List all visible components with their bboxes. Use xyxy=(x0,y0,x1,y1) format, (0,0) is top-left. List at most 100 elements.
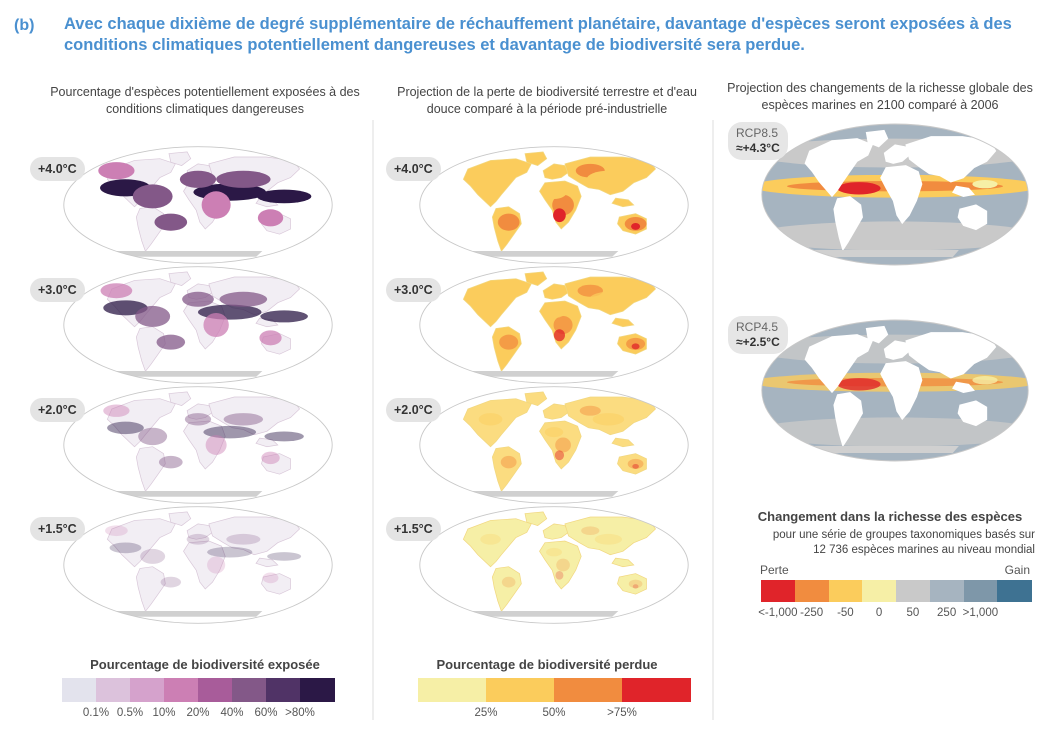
map-outline xyxy=(419,146,689,264)
impact-hotspot xyxy=(554,450,565,461)
continent-shape xyxy=(564,396,657,436)
impact-hotspot xyxy=(226,533,261,545)
ocean-change-band xyxy=(972,376,998,385)
map-outline xyxy=(63,146,333,264)
warming-badge-left-4: +4.0°C xyxy=(30,157,85,181)
impact-hotspot xyxy=(138,427,168,446)
impact-hotspot xyxy=(544,427,564,438)
impact-hotspot xyxy=(631,223,641,230)
continent-shape xyxy=(542,283,569,300)
legend-tick-label: -50 xyxy=(837,607,854,619)
legend-tick-label: 50 xyxy=(906,607,920,619)
legend-tick-label: 60% xyxy=(254,707,278,719)
continent-shape xyxy=(957,204,988,231)
continent-shape xyxy=(462,518,532,568)
exposure-map-0 xyxy=(63,146,333,264)
continent-shape xyxy=(168,271,192,286)
continent-shape xyxy=(865,129,889,148)
continent-shape xyxy=(952,185,975,197)
impact-hotspot xyxy=(259,330,282,346)
impact-hotspot xyxy=(158,455,183,469)
impact-hotspot xyxy=(267,552,302,561)
continent-shape xyxy=(611,557,635,568)
continent-shape xyxy=(208,396,301,436)
marine-legend-subtitle: pour une série de groupes taxonomiques b… xyxy=(772,529,1035,556)
marine-legend-swatch xyxy=(828,580,863,602)
loss-legend-swatch xyxy=(418,678,487,702)
exposure-legend-swatch xyxy=(198,678,233,702)
continent-shape xyxy=(261,573,291,595)
continent-shape xyxy=(883,144,910,164)
column-divider-left xyxy=(372,120,374,720)
legend-tick-label: 10% xyxy=(152,707,176,719)
marine-map-rcp85 xyxy=(761,123,1029,266)
continent-shape xyxy=(255,557,279,568)
impact-hotspot xyxy=(589,291,628,307)
map-outline xyxy=(63,386,333,504)
impact-hotspot xyxy=(480,533,501,545)
continent-shape xyxy=(255,437,279,448)
ocean-change-band xyxy=(837,182,881,195)
legend-tick-label: >1,000 xyxy=(962,607,999,619)
continent-shape xyxy=(524,151,548,166)
map-outline xyxy=(761,123,1029,266)
map-outline xyxy=(761,319,1029,462)
continent-shape xyxy=(261,453,291,475)
marine-legend-loss-label: Perte xyxy=(760,563,789,577)
impact-hotspot xyxy=(156,334,186,350)
continent-shape xyxy=(135,566,166,613)
impact-hotspot xyxy=(219,291,268,307)
marine-legend-ticks: <-1,000 -250 -50 0 50 250 >1,000 xyxy=(758,607,1031,623)
column-divider-right xyxy=(712,120,714,720)
impact-hotspot xyxy=(586,170,631,188)
continent-shape xyxy=(611,437,635,448)
marine-map-rcp45 xyxy=(761,319,1029,462)
exposure-map-1 xyxy=(63,266,333,384)
impact-hotspot xyxy=(216,170,271,188)
continent-shape xyxy=(564,516,657,556)
ocean-change-band xyxy=(761,417,1029,447)
impact-hotspot xyxy=(103,404,130,417)
marine-legend-swatch xyxy=(997,580,1032,602)
legend-tick-label: 0.1% xyxy=(82,707,110,719)
continent-shape xyxy=(115,610,263,617)
warming-badge-left-2: +2.0°C xyxy=(30,398,85,422)
continent-shape xyxy=(168,391,192,406)
continent-shape xyxy=(471,490,619,497)
impact-hotspot xyxy=(264,431,304,442)
continent-shape xyxy=(462,398,532,448)
continent-shape xyxy=(135,326,166,373)
legend-tick-label: 0.5% xyxy=(116,707,144,719)
loss-map-2 xyxy=(419,386,689,504)
impact-hotspot xyxy=(207,546,253,558)
marine-legend-swatch xyxy=(896,580,931,602)
exposure-legend-swatch xyxy=(62,678,97,702)
marine-legend-swatch xyxy=(929,580,964,602)
impact-hotspot xyxy=(107,421,144,435)
continent-shape xyxy=(542,163,569,180)
continent-shape xyxy=(491,446,522,493)
exposure-legend-ticks: 0.1% 0.5% 10% 20% 40% 60% >80% xyxy=(62,707,334,723)
impact-hotspot xyxy=(474,170,507,188)
continent-shape xyxy=(833,196,863,252)
continent-shape xyxy=(542,403,569,420)
continent-shape xyxy=(106,518,176,568)
impact-hotspot xyxy=(632,463,639,469)
warming-badge-mid-1-5: +1.5°C xyxy=(386,517,441,541)
exposure-column-heading: Pourcentage d'espèces potentiellement ex… xyxy=(50,85,360,116)
continent-shape xyxy=(524,271,548,286)
map-outline xyxy=(63,506,333,624)
scenario-name: RCP4.5 xyxy=(736,320,779,334)
loss-legend-ticks: 25% 50% >75% xyxy=(418,707,690,723)
impact-hotspot xyxy=(546,547,562,557)
impact-hotspot xyxy=(553,329,565,342)
warming-badge-mid-2: +2.0°C xyxy=(386,398,441,422)
impact-hotspot xyxy=(500,455,517,469)
loss-legend-swatch xyxy=(486,678,555,702)
warming-badge-left-1-5: +1.5°C xyxy=(30,517,85,541)
ocean-change-band xyxy=(972,180,998,189)
continent-shape xyxy=(115,370,263,377)
continent-shape xyxy=(952,381,975,393)
loss-legend-swatch xyxy=(622,678,691,702)
marine-legend-bar xyxy=(761,580,1032,602)
